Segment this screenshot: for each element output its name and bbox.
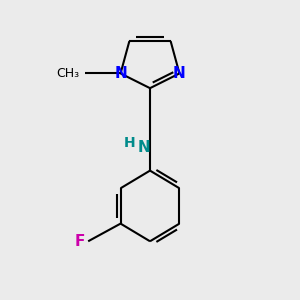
Text: F: F <box>75 234 85 249</box>
Text: N: N <box>173 66 186 81</box>
Text: CH₃: CH₃ <box>56 67 79 80</box>
Text: N: N <box>138 140 151 154</box>
Text: H: H <box>124 136 135 150</box>
Text: N: N <box>114 66 127 81</box>
